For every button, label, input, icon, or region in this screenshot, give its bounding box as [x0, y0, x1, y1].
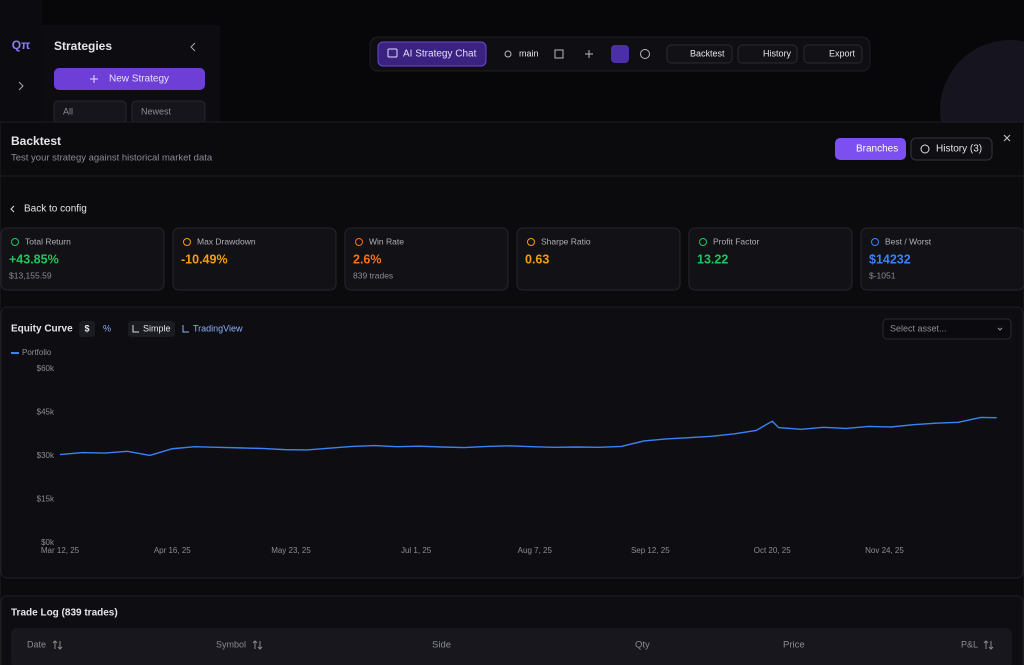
x-tick-label: May 23, 25 [271, 546, 311, 555]
rail [0, 0, 42, 122]
metric-value: +43.85% [9, 252, 59, 266]
percent-label[interactable]: % [103, 323, 111, 333]
metric-sub: $13,155.59 [9, 270, 52, 280]
panel-title: Backtest [11, 134, 61, 148]
y-tick-label: $30k [37, 451, 55, 460]
x-tick-label: Aug 7, 25 [518, 546, 553, 555]
metric-label: Total Return [25, 236, 71, 246]
x-tick-label: Jul 1, 25 [401, 546, 432, 555]
branches-label: Branches [856, 144, 898, 155]
x-tick-label: Sep 12, 25 [631, 546, 670, 555]
chart-card [1, 307, 1023, 578]
metric-label: Sharpe Ratio [541, 236, 591, 246]
logo: Qπ [12, 38, 31, 52]
filter-label: All [63, 106, 73, 116]
back-link[interactable]: Back to config [24, 204, 87, 215]
x-tick-label: Apr 16, 25 [154, 546, 191, 555]
column-header: Side [432, 640, 451, 651]
branch-label[interactable]: main [519, 48, 539, 58]
y-tick-label: $60k [37, 364, 55, 373]
new-strategy-label: New Strategy [109, 74, 169, 85]
chart-title: Equity Curve [11, 324, 73, 335]
panel-subtitle: Test your strategy against historical ma… [11, 153, 213, 164]
sort-label: Newest [141, 106, 172, 116]
metric-value: $14232 [869, 252, 911, 266]
x-tick-label: Mar 12, 25 [41, 546, 80, 555]
column-header: Price [783, 640, 805, 651]
asset-select-label: Select asset... [890, 323, 947, 333]
x-tick-label: Nov 24, 25 [865, 546, 904, 555]
y-tick-label: $45k [37, 408, 55, 417]
column-header[interactable]: P&L [961, 639, 978, 649]
metric-value: 0.63 [525, 252, 549, 266]
metric-label: Max Drawdown [197, 236, 256, 246]
y-tick-label: $15k [37, 495, 55, 504]
chat-label: AI Strategy Chat [403, 49, 477, 60]
metric-label: Best / Worst [885, 236, 932, 246]
metric-sub: $-1051 [869, 270, 896, 280]
sidebar-title: Strategies [54, 39, 112, 53]
metric-label: Win Rate [369, 236, 404, 246]
table-header [11, 628, 1012, 665]
metric-value: 13.22 [697, 252, 728, 266]
tradingview-label[interactable]: TradingView [193, 323, 243, 333]
metric-label: Profit Factor [713, 236, 759, 246]
trade-log-title: Trade Log (839 trades) [11, 608, 118, 619]
column-header[interactable]: Symbol [216, 639, 246, 649]
metric-sub: 839 trades [353, 270, 393, 280]
column-header[interactable]: Date [27, 639, 46, 649]
column-header: Qty [635, 640, 650, 651]
simple-label: Simple [143, 323, 171, 333]
history-count-label: History (3) [936, 144, 982, 155]
currency-label: $ [84, 323, 89, 333]
metric-value: -10.49% [181, 252, 228, 266]
legend-label: Portfolio [22, 348, 52, 357]
backtest-label: Backtest [690, 48, 725, 58]
export-label: Export [829, 48, 856, 58]
metric-value: 2.6% [353, 252, 382, 266]
history-label: History [763, 48, 792, 58]
doc-button[interactable] [611, 45, 629, 63]
x-tick-label: Oct 20, 25 [754, 546, 791, 555]
